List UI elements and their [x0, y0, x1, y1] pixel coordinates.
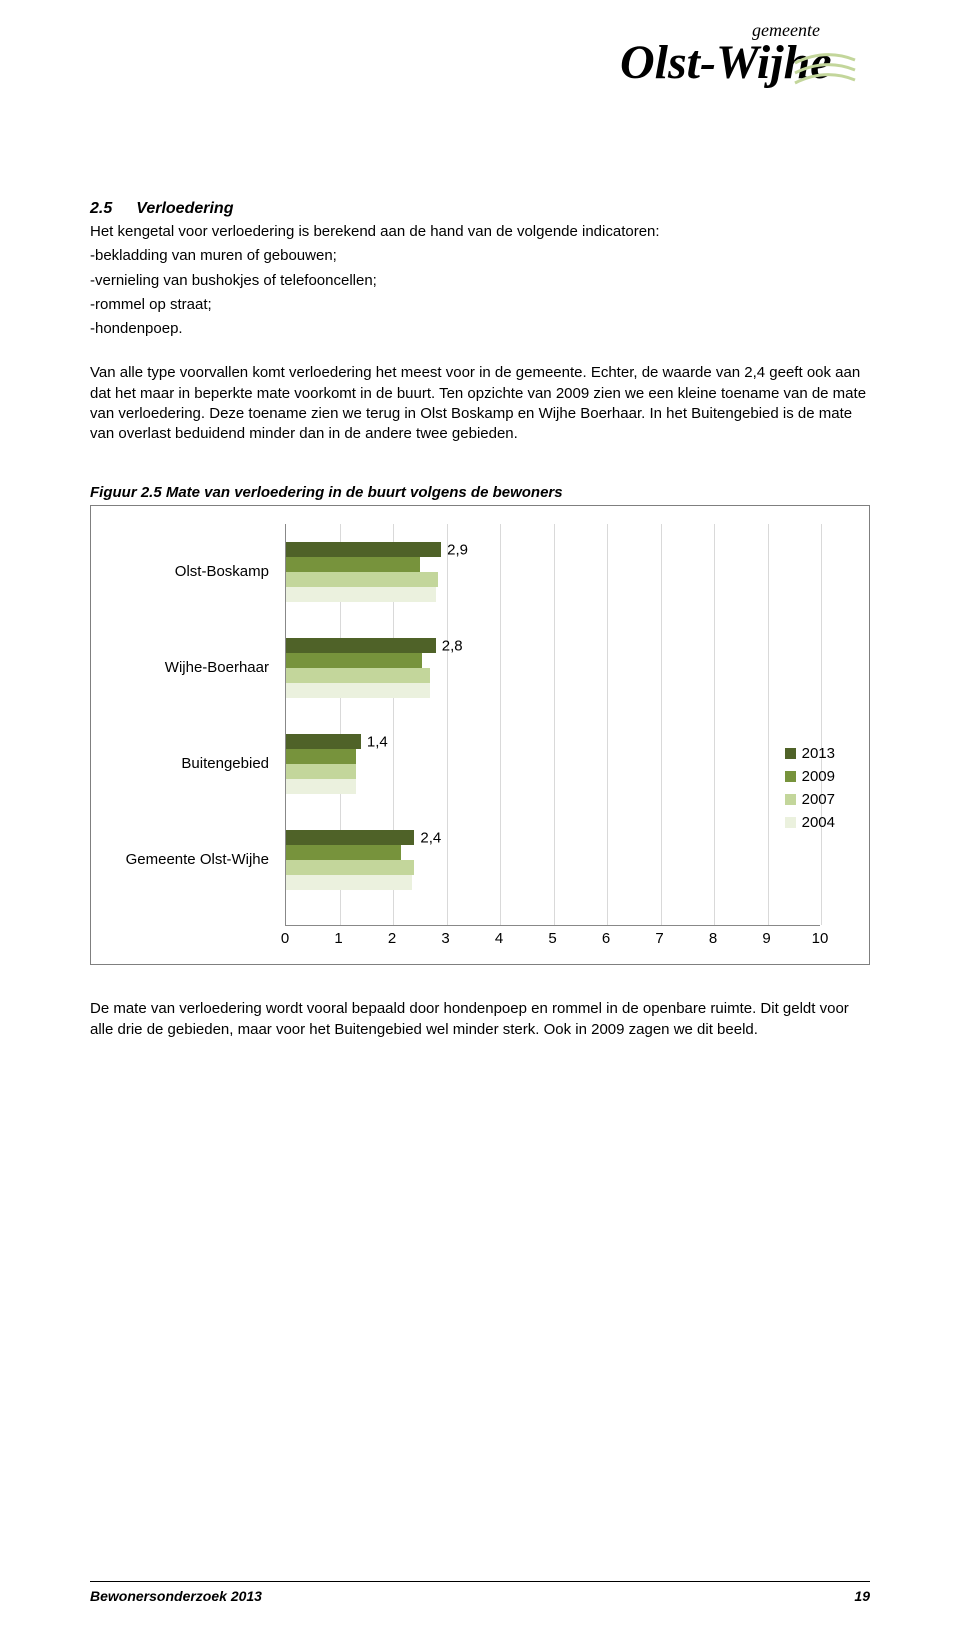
x-tick-label: 3	[441, 930, 449, 947]
chart-legend: 2013 2009 2007 2004	[785, 745, 835, 837]
bar-value-label: 2,9	[441, 541, 468, 558]
intro-line: -hondenpoep.	[90, 319, 870, 339]
bar-value-label: 1,4	[361, 733, 388, 750]
x-tick-label: 9	[762, 930, 770, 947]
gridline	[447, 524, 448, 925]
footer-left: Bewonersonderzoek 2013	[90, 1588, 262, 1604]
x-tick-label: 2	[388, 930, 396, 947]
bar	[286, 587, 436, 602]
bar: 1,4	[286, 734, 361, 749]
page-footer: Bewonersonderzoek 2013 19	[90, 1581, 870, 1604]
logo: gemeente Olst-Wijhe	[620, 20, 870, 84]
logo-swoosh-icon	[790, 48, 860, 98]
gridline	[661, 524, 662, 925]
x-tick-label: 8	[709, 930, 717, 947]
legend-item: 2007	[785, 791, 835, 808]
legend-label: 2007	[802, 791, 835, 808]
bar	[286, 668, 430, 683]
bar: 2,4	[286, 830, 414, 845]
intro-line: Het kengetal voor verloedering is bereke…	[90, 222, 870, 242]
category-label: Wijhe-Boerhaar	[165, 659, 277, 676]
intro-block: Het kengetal voor verloedering is bereke…	[90, 222, 870, 339]
bar	[286, 683, 430, 698]
legend-swatch	[785, 817, 796, 828]
section-heading: 2.5 Verloedering	[90, 200, 870, 218]
x-tick-label: 10	[812, 930, 829, 947]
legend-item: 2013	[785, 745, 835, 762]
x-tick-label: 6	[602, 930, 610, 947]
bar-value-label: 2,4	[414, 829, 441, 846]
x-axis: 012345678910	[285, 926, 820, 950]
footer-page-number: 19	[854, 1588, 870, 1604]
bar	[286, 764, 356, 779]
bar: 2,8	[286, 638, 436, 653]
category-label: Buitengebied	[181, 755, 277, 772]
legend-swatch	[785, 748, 796, 759]
bar	[286, 572, 438, 587]
section-title: Verloedering	[136, 200, 233, 217]
bar	[286, 875, 412, 890]
bar	[286, 845, 401, 860]
x-tick-label: 0	[281, 930, 289, 947]
chart-container: Olst-Boskamp Wijhe-Boerhaar Buitengebied Ge…	[90, 505, 870, 965]
legend-swatch	[785, 771, 796, 782]
bar	[286, 557, 420, 572]
legend-item: 2004	[785, 814, 835, 831]
legend-item: 2009	[785, 768, 835, 785]
legend-swatch	[785, 794, 796, 805]
bar	[286, 779, 356, 794]
gridline	[821, 524, 822, 925]
gridline	[714, 524, 715, 925]
x-tick-label: 5	[548, 930, 556, 947]
gridline	[554, 524, 555, 925]
bar-value-label: 2,8	[436, 637, 463, 654]
figure-title: Figuur 2.5 Mate van verloedering in de b…	[90, 484, 870, 501]
x-tick-label: 4	[495, 930, 503, 947]
body-paragraph: De mate van verloedering wordt vooral be…	[90, 999, 870, 1040]
bar	[286, 860, 414, 875]
body-paragraph: Van alle type voorvallen komt verloederi…	[90, 363, 870, 444]
x-tick-label: 7	[655, 930, 663, 947]
bar	[286, 749, 356, 764]
legend-label: 2004	[802, 814, 835, 831]
section-number: 2.5	[90, 200, 112, 217]
intro-line: -vernieling van bushokjes of telefooncel…	[90, 271, 870, 291]
intro-line: -bekladding van muren of gebouwen;	[90, 246, 870, 266]
x-tick-label: 1	[334, 930, 342, 947]
legend-label: 2013	[802, 745, 835, 762]
legend-label: 2009	[802, 768, 835, 785]
gridline	[768, 524, 769, 925]
gridline	[607, 524, 608, 925]
gridline	[500, 524, 501, 925]
category-label: Gemeente Olst-Wijhe	[126, 851, 277, 868]
bar	[286, 653, 422, 668]
category-label: Olst-Boskamp	[175, 563, 277, 580]
bar: 2,9	[286, 542, 441, 557]
intro-line: -rommel op straat;	[90, 295, 870, 315]
